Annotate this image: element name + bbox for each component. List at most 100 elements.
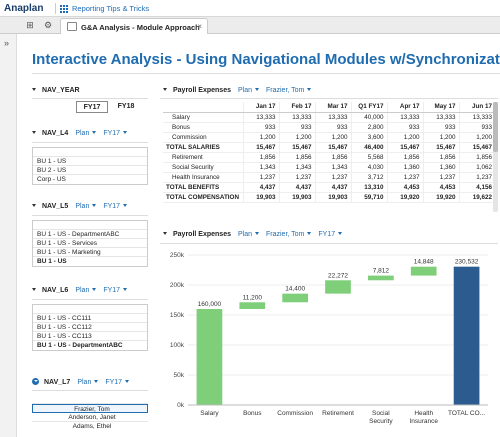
grid-cell[interactable]: 1,856 — [422, 152, 459, 163]
grid-cell[interactable]: 19,903 — [278, 192, 315, 203]
grid-cell[interactable]: 933 — [278, 122, 315, 133]
grid-cell[interactable]: 59,710 — [350, 192, 387, 203]
grid-cell[interactable]: 1,200 — [422, 132, 459, 143]
column-header[interactable]: Jan 17 — [242, 102, 279, 113]
grid-cell[interactable]: 1,237 — [278, 172, 315, 183]
plan-dropdown[interactable]: Plan — [77, 379, 98, 386]
grid-cell[interactable]: 1,237 — [314, 172, 351, 183]
collapse-icon[interactable] — [163, 232, 167, 235]
grid-cell[interactable]: 13,333 — [386, 112, 423, 123]
grid-cell[interactable]: 40,000 — [350, 112, 387, 123]
grid-cell[interactable]: 4,156 — [458, 182, 495, 193]
employee-dropdown[interactable]: Frazier, Tom — [266, 87, 311, 94]
plan-dropdown[interactable]: Plan — [75, 130, 96, 137]
grid-cell[interactable]: 15,467 — [458, 142, 495, 153]
grid-cell[interactable]: 933 — [422, 122, 459, 133]
plan-dropdown[interactable]: Plan — [75, 287, 96, 294]
grid-cell[interactable]: 1,343 — [278, 162, 315, 173]
collapse-icon[interactable] — [163, 88, 167, 91]
plan-dropdown[interactable]: Plan — [238, 231, 259, 238]
grid-cell[interactable]: 46,400 — [350, 142, 387, 153]
grid-cell[interactable]: 13,333 — [422, 112, 459, 123]
grid-cell[interactable]: 1,200 — [458, 132, 495, 143]
grid-cell[interactable]: 4,453 — [386, 182, 423, 193]
list-item[interactable]: BU 1 - US - DepartmentABC — [33, 230, 147, 239]
year-dropdown[interactable]: FY17 — [105, 379, 129, 386]
grid-scrollbar[interactable] — [493, 102, 498, 212]
list-item[interactable]: BU 1 - US - Services — [33, 239, 147, 248]
gear-icon[interactable]: ⚙ — [43, 20, 53, 30]
chart-bar[interactable] — [239, 302, 266, 309]
list-item[interactable]: BU 1 - US — [37, 258, 67, 265]
grid-cell[interactable]: 13,333 — [314, 112, 351, 123]
close-icon[interactable]: × — [197, 22, 202, 31]
year-dropdown[interactable]: FY17 — [103, 130, 127, 137]
grid-cell[interactable]: 19,622 — [458, 192, 495, 203]
plan-dropdown[interactable]: Plan — [238, 87, 259, 94]
collapse-icon[interactable] — [32, 131, 36, 134]
grid-cell[interactable]: 13,310 — [350, 182, 387, 193]
grid-cell[interactable]: 19,903 — [242, 192, 279, 203]
grid-cell[interactable]: 1,062 — [458, 162, 495, 173]
list-item[interactable]: BU 1 - US - CC111 — [33, 314, 147, 323]
year-dropdown[interactable]: FY17 — [318, 231, 342, 238]
grid-cell[interactable]: 1,200 — [242, 132, 279, 143]
collapse-icon[interactable] — [32, 288, 36, 291]
grid-cell[interactable]: 1,237 — [386, 172, 423, 183]
grid-cell[interactable]: 15,467 — [386, 142, 423, 153]
collapse-icon[interactable] — [32, 88, 36, 91]
anaplan-logo[interactable]: Anaplan — [4, 3, 44, 14]
chart-bar[interactable] — [410, 266, 437, 276]
grid-cell[interactable]: 1,237 — [458, 172, 495, 183]
grid-cell[interactable]: 19,920 — [386, 192, 423, 203]
column-header[interactable]: Jun 17 — [458, 102, 495, 113]
grid-cell[interactable]: 1,856 — [242, 152, 279, 163]
grid-cell[interactable]: 4,437 — [242, 182, 279, 193]
list-item[interactable]: BU 1 - US - DepartmentABC — [37, 342, 123, 349]
grid-cell[interactable]: 13,333 — [278, 112, 315, 123]
grid-cell[interactable]: 2,800 — [350, 122, 387, 133]
chart-bar[interactable] — [282, 293, 308, 303]
grid-cell[interactable]: 933 — [242, 122, 279, 133]
year-fy18[interactable]: FY18 — [117, 103, 135, 110]
grid-cell[interactable]: 19,903 — [314, 192, 351, 203]
grid-cell[interactable]: 1,360 — [422, 162, 459, 173]
chart-bar[interactable] — [368, 275, 394, 281]
list-item[interactable] — [32, 395, 148, 404]
grid-cell[interactable]: 933 — [386, 122, 423, 133]
plan-dropdown[interactable]: Plan — [75, 203, 96, 210]
grid-cell[interactable]: 3,712 — [350, 172, 387, 183]
collapse-icon[interactable] — [32, 378, 39, 385]
grid-cell[interactable]: 4,437 — [278, 182, 315, 193]
tab-ga-analysis[interactable]: G&A Analysis - Module Approach × — [60, 18, 208, 34]
grid-cell[interactable]: 1,360 — [386, 162, 423, 173]
list-item[interactable] — [33, 221, 147, 230]
list-item[interactable] — [33, 148, 147, 157]
grid-cell[interactable]: 13,333 — [242, 112, 279, 123]
grid-cell[interactable]: 15,467 — [242, 142, 279, 153]
year-dropdown[interactable]: FY17 — [103, 203, 127, 210]
grid-cell[interactable]: 933 — [458, 122, 495, 133]
grid-cell[interactable]: 1,856 — [278, 152, 315, 163]
expand-icon[interactable]: » — [4, 38, 10, 48]
grid-cell[interactable]: 1,237 — [242, 172, 279, 183]
grid-cell[interactable]: 1,343 — [314, 162, 351, 173]
grid-cell[interactable]: 1,200 — [278, 132, 315, 143]
grid-cell[interactable]: 15,467 — [278, 142, 315, 153]
grid-cell[interactable]: 13,333 — [458, 112, 495, 123]
chart-bar[interactable] — [196, 309, 223, 405]
grid-cell[interactable]: 1,856 — [314, 152, 351, 163]
year-fy17[interactable]: FY17 — [76, 101, 108, 113]
grid-cell[interactable]: 15,467 — [314, 142, 351, 153]
list-item[interactable]: BU 1 - US - CC112 — [33, 323, 147, 332]
column-header[interactable]: Mar 17 — [314, 102, 351, 113]
grid-cell[interactable]: 1,343 — [242, 162, 279, 173]
grid-cell[interactable]: 5,568 — [350, 152, 387, 163]
grid-cell[interactable]: 4,030 — [350, 162, 387, 173]
column-header[interactable]: May 17 — [422, 102, 459, 113]
employee-dropdown[interactable]: Frazier, Tom — [266, 231, 311, 238]
chart-bar[interactable] — [325, 280, 351, 294]
nav-year-header[interactable]: NAV_YEAR — [32, 87, 80, 99]
list-item[interactable]: BU 1 - US - Marketing — [33, 248, 147, 257]
column-header[interactable]: Feb 17 — [278, 102, 315, 113]
